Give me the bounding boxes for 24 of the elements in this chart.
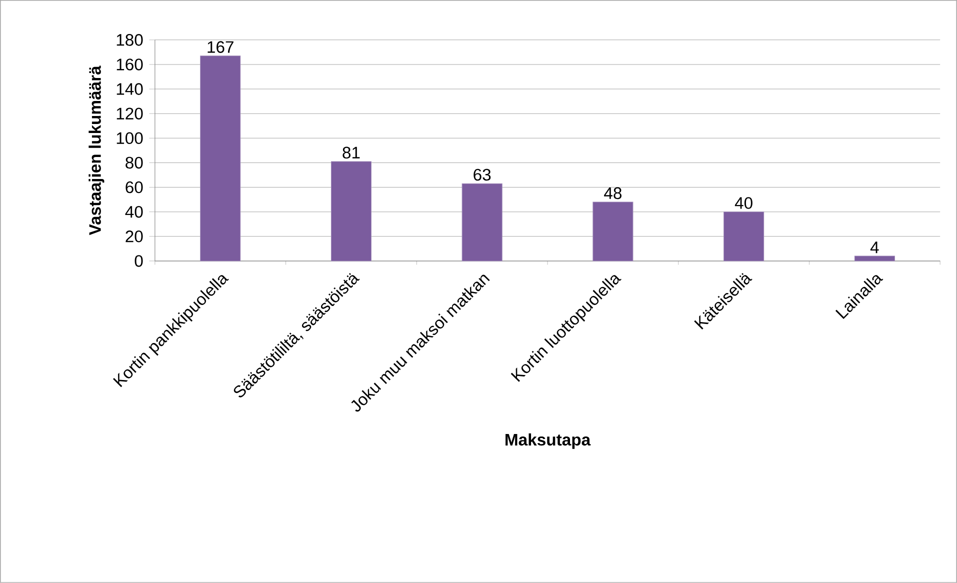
y-tick-label: 160 xyxy=(116,58,143,70)
data-label: 63 xyxy=(474,168,491,181)
x-axis-title: Maksutapa xyxy=(506,433,591,449)
y-tick-label: 80 xyxy=(126,156,143,169)
bar xyxy=(592,202,634,262)
bar xyxy=(854,256,895,262)
bar xyxy=(200,56,241,262)
data-label: 4 xyxy=(870,242,879,254)
data-label: 40 xyxy=(734,197,752,209)
y-tick-label: 100 xyxy=(116,132,143,144)
y-tick-label: 20 xyxy=(126,230,143,242)
y-tick-label: 140 xyxy=(116,83,143,95)
bar xyxy=(330,161,372,262)
y-tick-label: 180 xyxy=(116,34,143,46)
data-label: 48 xyxy=(604,187,622,200)
data-label: 81 xyxy=(342,146,360,159)
data-label: 167 xyxy=(208,41,234,53)
y-axis-title: Vastaajien lukumäärä xyxy=(88,66,104,236)
y-tick-label: 40 xyxy=(125,206,143,218)
bar xyxy=(462,183,502,262)
y-tick-label: 120 xyxy=(116,108,143,120)
y-tick-label: 60 xyxy=(126,181,143,194)
y-tick-label: 0 xyxy=(134,255,143,267)
bar xyxy=(724,212,764,262)
